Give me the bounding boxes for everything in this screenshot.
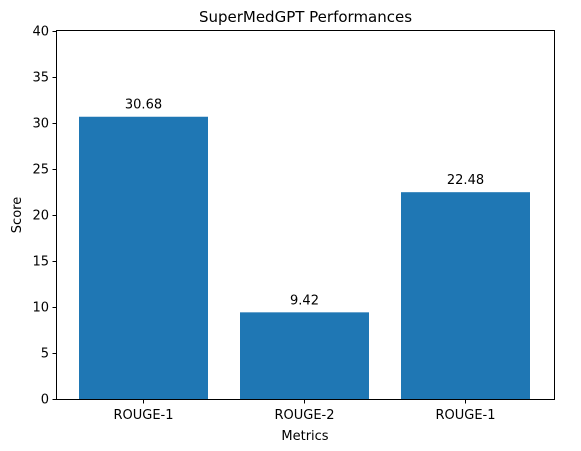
chart-title: SuperMedGPT Performances xyxy=(199,8,412,26)
bar-value-label: 9.42 xyxy=(290,293,319,308)
y-tick-label: 15 xyxy=(32,255,49,270)
x-tick-label: ROUGE-1 xyxy=(435,408,495,423)
y-axis-label: Score xyxy=(10,197,25,233)
y-axis: 0 5 10 15 20 25 30 35 40 xyxy=(32,25,57,408)
plot-frame xyxy=(56,30,555,400)
bar xyxy=(401,192,530,399)
y-tick-label: 40 xyxy=(32,25,49,40)
bar xyxy=(79,116,208,399)
y-tick-label: 10 xyxy=(32,301,49,316)
y-tick-label: 0 xyxy=(41,393,49,408)
y-tick-label: 5 xyxy=(41,347,49,362)
bar-value-label: 22.48 xyxy=(447,173,484,188)
bar-value-labels: 30.68 9.42 22.48 xyxy=(125,98,484,309)
x-tick-label: ROUGE-2 xyxy=(274,408,334,423)
bar xyxy=(240,312,369,399)
x-axis-label: Metrics xyxy=(281,429,328,444)
bars xyxy=(79,116,530,399)
y-tick-label: 20 xyxy=(32,209,49,224)
y-tick-label: 35 xyxy=(32,71,49,86)
x-tick-label: ROUGE-1 xyxy=(113,408,173,423)
x-axis: ROUGE-1 ROUGE-2 ROUGE-1 xyxy=(113,399,496,423)
y-tick-label: 25 xyxy=(32,163,49,178)
bar-value-label: 30.68 xyxy=(125,98,162,113)
y-tick-label: 30 xyxy=(32,117,49,132)
